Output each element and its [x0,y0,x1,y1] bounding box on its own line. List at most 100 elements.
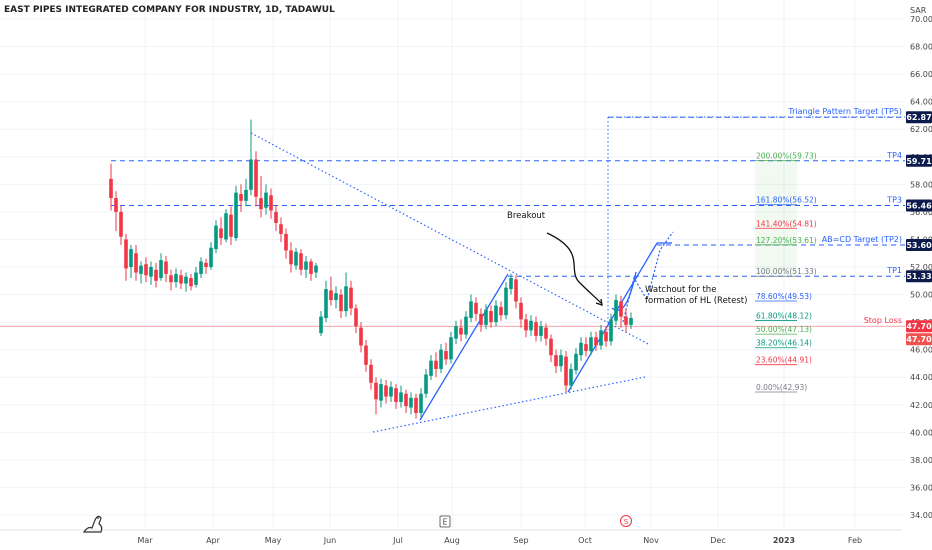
candle [459,319,463,342]
candle [414,393,418,419]
candle-body [319,316,323,334]
candle [419,388,423,418]
price-tick-label: 62.00 [910,125,932,134]
candle-body [389,386,393,397]
candle-body [474,302,478,314]
candle-body [114,198,118,212]
candle-body [479,313,483,325]
candle-body [469,301,473,318]
candle [159,253,163,281]
fib-label: 23.60%(44.91) [756,356,812,365]
current-price-label: 47.70 [906,335,932,344]
candle [129,244,133,279]
candle-body [494,305,498,323]
candle [194,267,198,288]
date-tick-label: Jul [392,536,403,545]
candle-body [584,344,588,352]
price-tick-label: 58.00 [910,180,932,189]
candle [469,294,473,323]
candle-body [444,351,448,360]
candle-body [264,192,268,208]
candle [184,272,188,292]
candle-body [489,311,493,323]
price-tick-label: 52.00 [910,263,932,272]
candle [174,268,178,288]
candle-body [559,355,563,367]
candle-body [369,364,373,383]
candle [619,295,623,328]
candle-body [529,320,533,331]
earnings-marker[interactable]: E [439,515,451,528]
price-tick-label: 42.00 [910,401,932,410]
candle [449,331,453,364]
candle [319,311,323,336]
date-axis[interactable]: Mar Apr May Jun Jul Aug Sep Oct Nov Dec 2023 Feb [137,536,862,545]
candle [384,379,388,404]
candle [274,205,278,232]
price-badge-label: 56.46 [906,202,932,211]
candle-body [464,316,468,335]
candle [589,331,593,356]
candle-body [524,319,528,331]
candle [454,320,458,345]
price-badge-label: 62.87 [906,113,931,122]
candle [629,312,633,329]
candle-body [614,300,618,321]
candle-body [534,322,538,336]
dividend-marker-label: S [624,518,629,526]
candle [574,348,578,375]
candle [519,297,523,328]
candle [354,304,358,334]
candle [189,273,193,291]
fib-label: 161.80%(56.52) [756,196,817,205]
candle [359,322,363,353]
candle-body [439,349,443,369]
chart-title: EAST PIPES INTEGRATED COMPANY FOR INDUST… [4,5,335,15]
candle [379,378,383,408]
candle-body [164,261,168,274]
price-level-lines[interactable]: Triangle Pattern Target (TP5) TP4 TP3 AB=CD… [0,107,905,327]
candle-body [574,353,578,371]
candle-body [119,211,123,237]
price-tick-label: 68.00 [910,43,932,52]
candle-body [454,326,458,339]
candle-body [259,198,263,210]
candle [584,337,588,357]
candle [299,249,303,276]
candle [604,326,608,347]
candle [559,349,563,372]
candle [334,286,338,309]
candle-body [129,249,133,267]
candle-body [224,213,228,240]
price-tick-label: 36.00 [910,483,932,492]
candle [424,368,428,398]
candle [204,258,208,274]
candle [344,272,348,317]
watchout-label-line2: formation of HL (Retest) [645,296,747,306]
candle-body [299,253,303,270]
price-axis[interactable]: 70.0068.0066.0064.0062.0060.0058.0056.00… [910,15,932,520]
triangle-pattern[interactable] [250,116,905,433]
candle-body [194,272,198,285]
fib-label: 100.00%(51.33) [756,267,817,276]
candle [514,275,518,309]
candle [214,220,218,254]
dividend-marker[interactable]: S [620,515,632,527]
price-tick-label: 44.00 [910,373,932,382]
abcd-second-leg [567,242,658,393]
fib-target-zone [755,160,797,277]
date-tick-label: Feb [848,536,862,545]
candle-body [379,384,383,401]
candle [339,289,343,318]
price-badge-label: 51.33 [906,272,931,281]
candle [579,337,583,361]
candle [239,184,243,212]
fibonacci-levels[interactable]: 200.00%(59.73) 161.80%(56.52) 141.40%(54.8… [755,151,817,393]
candle-body [169,275,173,283]
fib-label: 141.40%(54.81) [756,219,817,228]
price-level-label: AB=CD Target (TP2) [822,235,902,244]
candle [324,280,328,323]
candle-body [229,214,233,237]
price-badge: 53.60 [906,238,932,251]
